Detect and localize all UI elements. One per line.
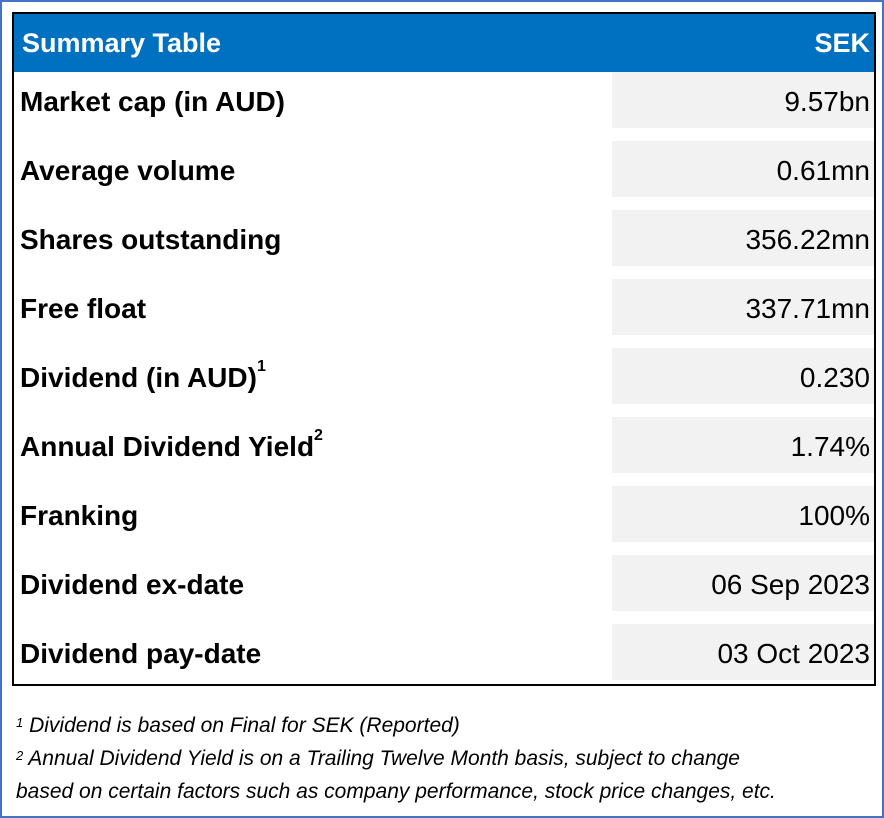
row-label: Market cap (in AUD) [20, 86, 286, 117]
row-value: 356.22mn [745, 224, 870, 255]
row-value: 03 Oct 2023 [717, 638, 870, 669]
table-row-dividend-pay-date: Dividend pay-date 03 Oct 2023 [14, 624, 874, 684]
row-value: 1.74% [790, 431, 870, 462]
row-label: Dividend pay-date [20, 638, 262, 669]
row-label: Dividend ex-date [20, 569, 245, 600]
row-label: Franking [20, 500, 139, 531]
row-value: 9.57bn [784, 86, 870, 117]
value-cell: 03 Oct 2023 [612, 624, 874, 680]
table-row-franking: Franking 100% [14, 486, 874, 546]
value-cell: 100% [612, 486, 874, 542]
row-label: Free float [20, 293, 147, 324]
value-cell: 337.71mn [612, 279, 874, 335]
row-value: 0.230 [799, 362, 870, 393]
table-row-annual-dividend-yield: Annual Dividend Yield2 1.74% [14, 417, 874, 477]
value-cell: 356.22mn [612, 210, 874, 266]
value-cell: 06 Sep 2023 [612, 555, 874, 611]
footnote-2-continued: based on certain factors such as company… [16, 780, 776, 803]
footnote-2: 2 Annual Dividend Yield is on a Trailing… [16, 747, 740, 770]
summary-table: Summary Table SEK Market cap (in AUD) 9.… [12, 12, 876, 686]
table-row-average-volume: Average volume 0.61mn [14, 141, 874, 201]
row-value: 337.71mn [745, 293, 870, 324]
table-row-dividend: Dividend (in AUD)1 0.230 [14, 348, 874, 408]
row-label: Shares outstanding [20, 224, 282, 255]
row-label: Average volume [20, 155, 236, 186]
value-cell: 9.57bn [612, 72, 874, 128]
table-header: Summary Table SEK [14, 14, 874, 72]
table-title: Summary Table [22, 28, 222, 58]
row-label: Annual Dividend Yield2 [20, 427, 323, 462]
footnotes: 1 Dividend is based on Final for SEK (Re… [16, 709, 876, 808]
row-label: Dividend (in AUD)1 [20, 358, 266, 393]
value-cell: 0.230 [612, 348, 874, 404]
row-value: 06 Sep 2023 [711, 569, 870, 600]
value-cell: 0.61mn [612, 141, 874, 197]
row-value: 0.61mn [776, 155, 870, 186]
value-cell: 1.74% [612, 417, 874, 473]
row-value: 100% [798, 500, 870, 531]
footnote-1: 1 Dividend is based on Final for SEK (Re… [16, 714, 460, 737]
table-row-free-float: Free float 337.71mn [14, 279, 874, 339]
table-row-dividend-ex-date: Dividend ex-date 06 Sep 2023 [14, 555, 874, 615]
table-ticker: SEK [814, 28, 870, 58]
table-row-market-cap: Market cap (in AUD) 9.57bn [14, 72, 874, 132]
table-row-shares-outstanding: Shares outstanding 356.22mn [14, 210, 874, 270]
